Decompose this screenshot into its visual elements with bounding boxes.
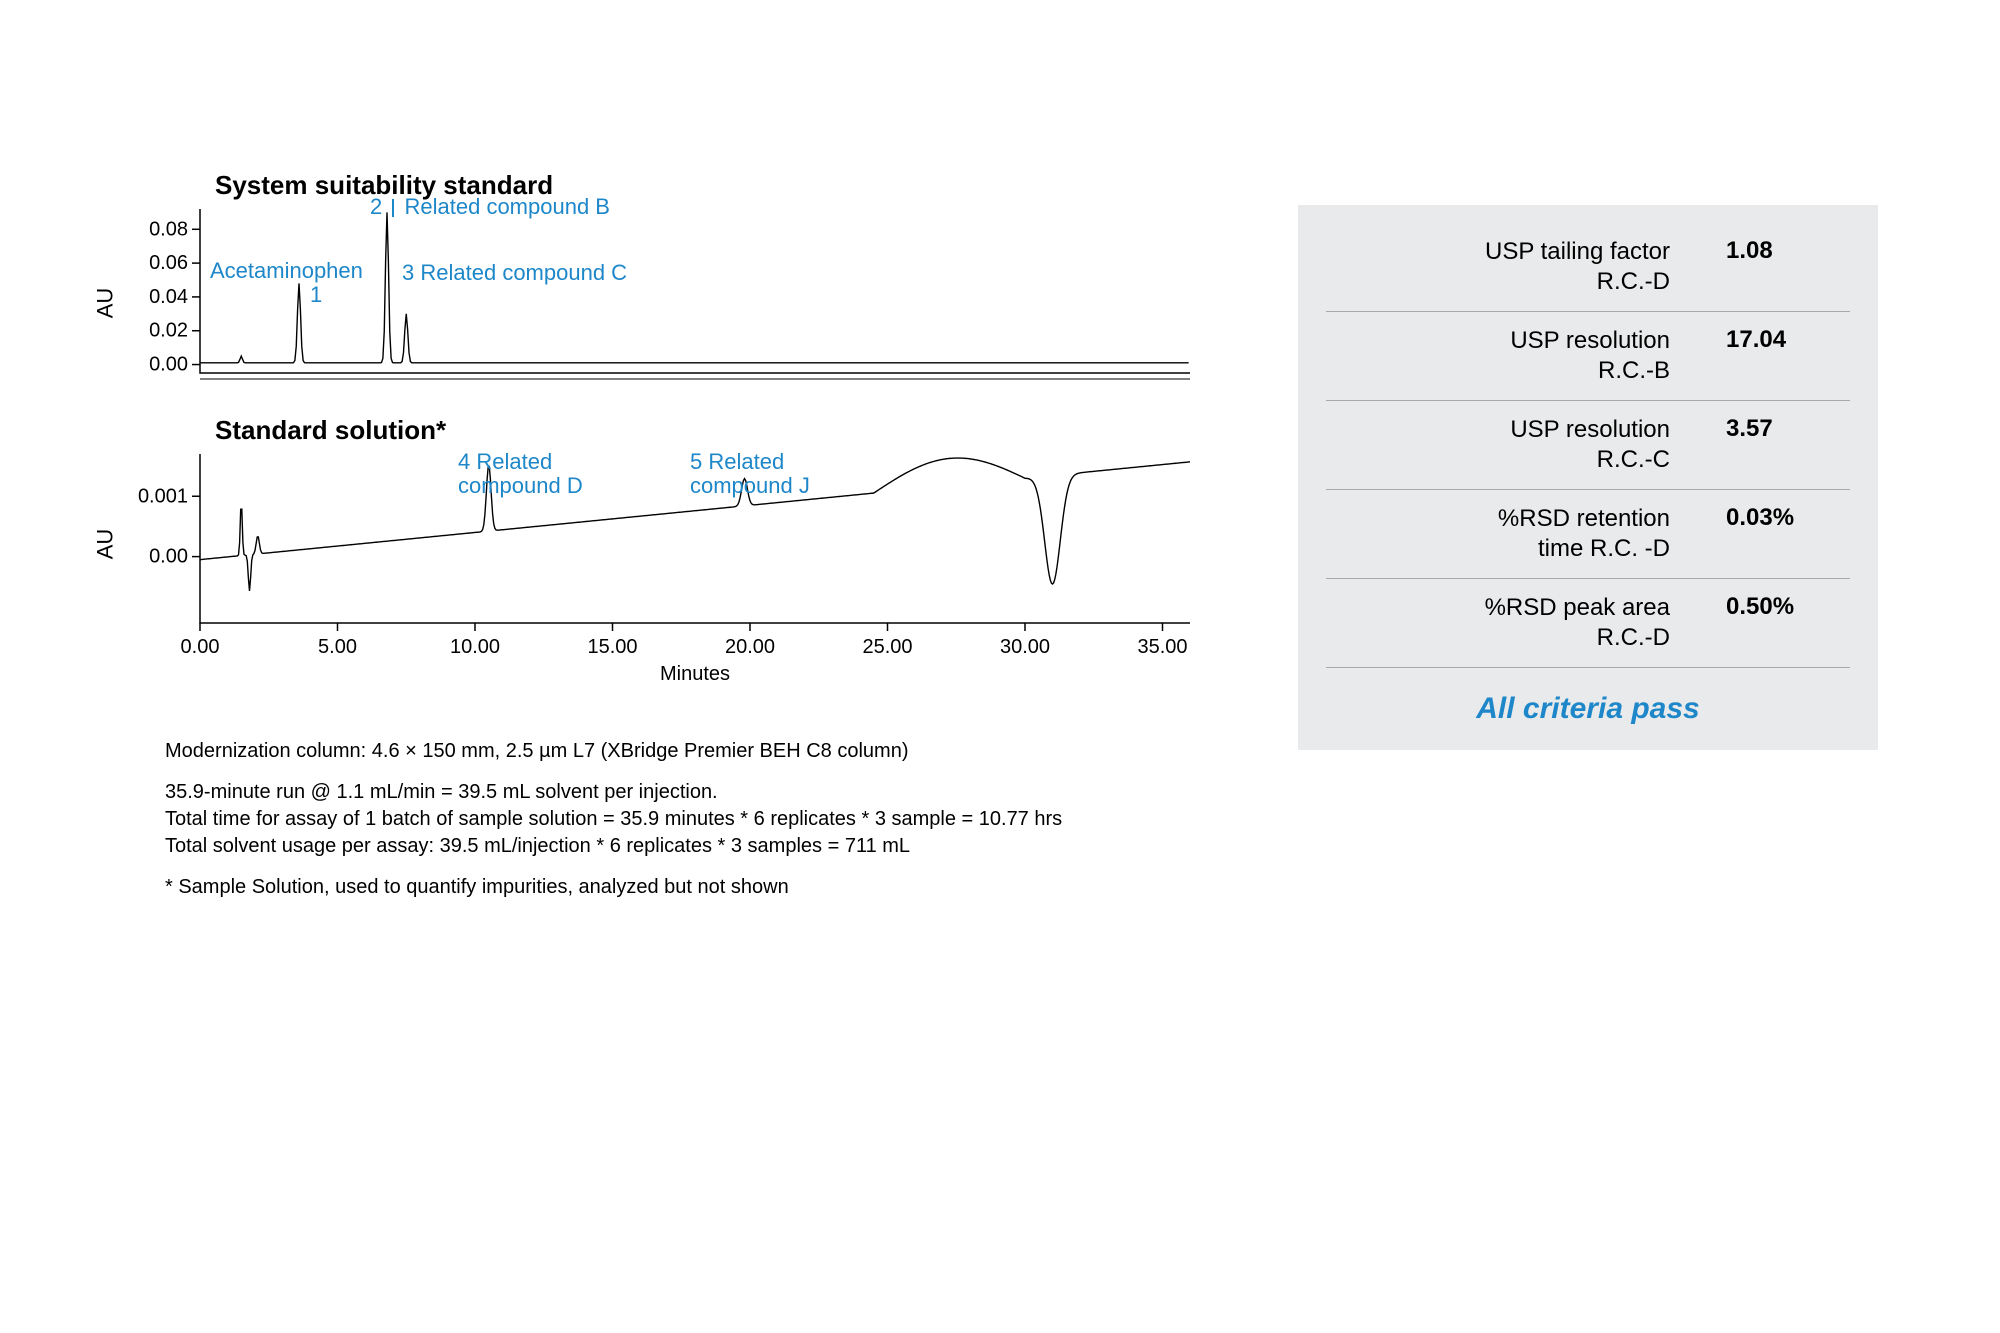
peak4-label: 4 Relatedcompound D: [458, 450, 583, 498]
result-value: 17.04: [1706, 326, 1846, 354]
result-label: USP tailing factorR.C.-D: [1330, 237, 1670, 297]
svg-text:10.00: 10.00: [450, 636, 500, 658]
svg-text:35.00: 35.00: [1137, 636, 1187, 658]
peak2-label: 2 Related compound B: [370, 195, 610, 219]
result-row: %RSD peak areaR.C.-D 0.50%: [1326, 579, 1850, 668]
peak5-label: 5 Relatedcompound J: [690, 450, 810, 498]
peak3-label: 3 Related compound C: [402, 261, 627, 285]
chart2-svg: 0.00 0.001 0.00 5.00 10.00 15.00 20.00 25.00 30.…: [80, 448, 1200, 688]
result-value: 1.08: [1706, 237, 1846, 265]
svg-text:15.00: 15.00: [587, 636, 637, 658]
chart1-holder: AU 0.000.020.040.060.08 Acetaminophen 1 …: [80, 203, 1240, 403]
peak1-label: Acetaminophen 1: [210, 259, 363, 307]
chart2-title: Standard solution*: [215, 415, 1240, 446]
results-rows: USP tailing factorR.C.-D 1.08 USP resoluti…: [1326, 233, 1850, 668]
svg-text:0.04: 0.04: [149, 286, 188, 308]
results-summary: All criteria pass: [1326, 692, 1850, 726]
result-label: USP resolutionR.C.-C: [1330, 415, 1670, 475]
svg-text:0.00: 0.00: [149, 546, 188, 568]
svg-text:20.00: 20.00: [725, 636, 775, 658]
chart2-holder: AU 0.00 0.001 0.00 5.00 10.00 15.00 20.00 25.00…: [80, 448, 1240, 688]
result-value: 3.57: [1706, 415, 1846, 443]
svg-text:30.00: 30.00: [1000, 636, 1050, 658]
chart2-ylabel: AU: [92, 529, 118, 560]
result-value: 0.50%: [1706, 593, 1846, 621]
chart1-ylabel: AU: [92, 288, 118, 319]
result-label: %RSD peak areaR.C.-D: [1330, 593, 1670, 653]
results-box: USP tailing factorR.C.-D 1.08 USP resoluti…: [1298, 205, 1878, 750]
result-label: USP resolutionR.C.-B: [1330, 326, 1670, 386]
svg-text:25.00: 25.00: [862, 636, 912, 658]
note-lines234: 35.9-minute run @ 1.1 mL/min = 39.5 mL s…: [165, 779, 1240, 860]
result-row: %RSD retentiontime R.C. -D 0.03%: [1326, 490, 1850, 579]
svg-text:0.00: 0.00: [181, 636, 220, 658]
result-value: 0.03%: [1706, 504, 1846, 532]
svg-text:5.00: 5.00: [318, 636, 357, 658]
chromatogram-panel: System suitability standard AU 0.00 0.02 0…: [80, 170, 1240, 915]
peak5-text: Relatedcompound J: [690, 449, 810, 498]
svg-text:Minutes: Minutes: [660, 663, 730, 685]
peak4-text: Relatedcompound D: [458, 449, 583, 498]
result-row: USP resolutionR.C.-B 17.04: [1326, 312, 1850, 401]
svg-text:0.02: 0.02: [149, 320, 188, 342]
svg-text:0.00: 0.00: [149, 354, 188, 376]
result-row: USP resolutionR.C.-C 3.57: [1326, 401, 1850, 490]
result-label: %RSD retentiontime R.C. -D: [1330, 504, 1670, 564]
note-line5: * Sample Solution, used to quantify impu…: [165, 874, 1240, 901]
notes-block: Modernization column: 4.6 × 150 mm, 2.5 …: [165, 738, 1240, 901]
chart1-title: System suitability standard: [215, 170, 1240, 201]
result-row: USP tailing factorR.C.-D 1.08: [1326, 233, 1850, 312]
svg-text:0.001: 0.001: [138, 485, 188, 507]
svg-text:0.08: 0.08: [149, 218, 188, 240]
svg-text:0.06: 0.06: [149, 252, 188, 274]
note-line1: Modernization column: 4.6 × 150 mm, 2.5 …: [165, 738, 1240, 765]
